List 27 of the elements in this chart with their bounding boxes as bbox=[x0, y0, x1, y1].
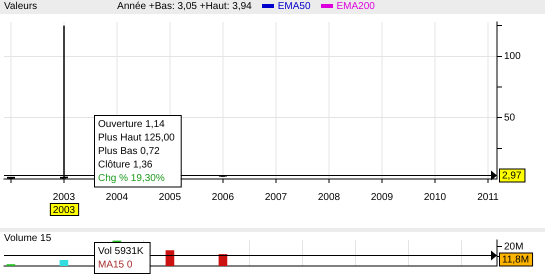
annotation: Clôture 1,36 bbox=[98, 159, 153, 170]
annotation: MA15 0 bbox=[98, 259, 133, 270]
y-tick-label: 20M bbox=[504, 241, 524, 252]
x-tick-label: 2004 bbox=[106, 192, 128, 203]
legend-title: Valeurs bbox=[4, 1, 38, 12]
chart-title: Volume 15 bbox=[4, 233, 52, 244]
y-tick-label: 100 bbox=[504, 51, 522, 62]
annotation: Chg % 19,30% bbox=[98, 172, 165, 184]
annotation: Plus Bas 0,72 bbox=[98, 146, 160, 157]
legend-label: EMA50 bbox=[276, 1, 311, 12]
annotation: Vol 5931K bbox=[98, 246, 144, 257]
legend-label: EMA200 bbox=[336, 1, 375, 12]
annotation: Plus Haut 125,00 bbox=[98, 132, 176, 144]
chart-subtitle: Année +Bas: 3,05 +Haut: 3,94 bbox=[117, 1, 252, 12]
x-tick-label: 2010 bbox=[424, 192, 447, 203]
ref-line-label: 11,8M bbox=[502, 254, 530, 266]
text: 2003 bbox=[52, 204, 76, 216]
x-tick-label: 2008 bbox=[318, 192, 341, 203]
annotation: Ouverture 1,14 bbox=[98, 118, 166, 130]
y-tick-label: 50 bbox=[504, 112, 516, 124]
x-tick-label: 2006 bbox=[212, 192, 234, 203]
ref-line-label: 2,97 bbox=[502, 170, 522, 182]
x-tick-label: 2005 bbox=[158, 192, 182, 203]
x-tick-label: 2009 bbox=[370, 192, 394, 203]
x-tick-label: 2007 bbox=[264, 192, 288, 203]
x-tick-label: 2003 bbox=[52, 192, 76, 203]
x-tick-label: 2011 bbox=[477, 192, 500, 203]
